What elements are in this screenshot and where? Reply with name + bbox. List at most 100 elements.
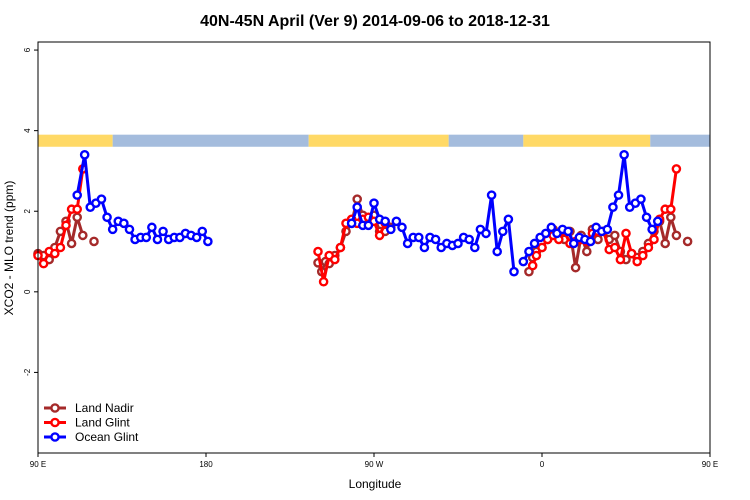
data-point — [497, 226, 508, 237]
data-point — [486, 190, 497, 200]
data-point — [615, 254, 626, 265]
data-point — [453, 238, 463, 249]
data-point — [649, 234, 659, 245]
data-point — [563, 226, 573, 237]
data-point — [582, 246, 592, 257]
data-point — [78, 230, 88, 241]
band-segment-land — [523, 134, 651, 147]
data-point — [38, 258, 49, 269]
data-point — [602, 224, 613, 235]
data-point — [369, 198, 379, 208]
band-segment-land — [38, 134, 113, 147]
x-tick-label: 90 E — [30, 460, 46, 469]
y-axis-ticks: -2 0 2 4 6 — [23, 47, 38, 376]
y-tick-label: 2 — [23, 208, 32, 213]
data-point — [102, 212, 112, 223]
data-point — [529, 238, 540, 249]
data-point — [492, 246, 503, 257]
data-point — [318, 276, 329, 287]
data-point — [119, 218, 129, 229]
series-layer — [33, 150, 693, 287]
data-point — [335, 242, 346, 253]
band-segment-ocean — [448, 134, 524, 147]
data-point — [313, 246, 323, 257]
data-point — [197, 226, 208, 237]
data-point — [666, 204, 676, 215]
x-tick-label: 180 — [199, 460, 213, 469]
data-point — [568, 238, 579, 249]
data-point — [374, 230, 385, 241]
data-point — [66, 238, 77, 249]
x-tick-label: 0 — [540, 460, 545, 469]
data-point — [152, 234, 163, 245]
data-point — [585, 236, 596, 247]
chart-title: 40N-45N April (Ver 9) 2014-09-06 to 2018… — [200, 13, 550, 30]
data-point — [610, 230, 620, 241]
data-point — [385, 224, 396, 235]
data-point — [626, 248, 637, 259]
legend-label: Ocean Glint — [75, 430, 139, 444]
data-point — [643, 242, 654, 253]
data-point — [546, 222, 557, 233]
data-point — [191, 232, 202, 243]
legend-marker — [50, 403, 60, 413]
data-point — [55, 242, 66, 253]
data-point — [147, 222, 157, 233]
legend-marker — [50, 417, 60, 428]
data-point — [469, 242, 480, 253]
data-point — [619, 150, 629, 160]
data-point — [647, 224, 657, 235]
data-point — [671, 230, 682, 241]
data-point — [608, 202, 618, 213]
data-point — [503, 214, 514, 225]
data-point — [346, 218, 357, 229]
data-point — [158, 226, 168, 237]
legend-item: Land Nadir — [44, 401, 134, 415]
data-point — [671, 164, 682, 174]
data-point — [540, 228, 551, 239]
data-point — [531, 250, 542, 261]
data-point — [391, 216, 402, 227]
data-point — [96, 194, 107, 204]
x-axis-ticks: 90 E 180 90 W 0 90 E — [30, 453, 718, 469]
land-mask-band — [38, 134, 710, 147]
data-point — [666, 212, 676, 223]
data-point — [72, 190, 82, 200]
data-point — [107, 224, 118, 235]
data-point — [518, 256, 529, 267]
data-point — [79, 150, 90, 160]
data-point — [352, 202, 363, 213]
data-point — [537, 242, 547, 253]
band-segment-ocean — [650, 134, 710, 147]
data-point — [402, 238, 413, 249]
y-tick-label: -2 — [23, 368, 32, 376]
data-point — [682, 236, 693, 247]
data-point — [527, 260, 538, 271]
data-point — [203, 236, 213, 247]
data-point — [72, 204, 82, 215]
band-segment-land — [308, 134, 449, 147]
data-point — [141, 232, 152, 243]
data-point — [632, 256, 643, 267]
y-tick-label: 0 — [23, 289, 32, 294]
y-axis-label: XCO2 - MLO trend (ppm) — [2, 181, 16, 316]
data-point — [641, 212, 652, 223]
data-point — [413, 232, 424, 243]
legend-item: Ocean Glint — [44, 430, 139, 444]
data-point — [660, 238, 671, 249]
series-ocean-glint — [72, 150, 663, 277]
x-tick-label: 90 E — [702, 460, 718, 469]
data-point — [352, 194, 363, 204]
data-point — [524, 246, 534, 257]
data-point — [363, 220, 374, 231]
data-point — [652, 216, 663, 227]
legend-label: Land Glint — [75, 416, 130, 430]
data-point — [61, 220, 71, 231]
data-point — [380, 216, 391, 227]
data-point — [481, 228, 491, 239]
data-point — [124, 224, 135, 235]
data-point — [621, 228, 631, 239]
